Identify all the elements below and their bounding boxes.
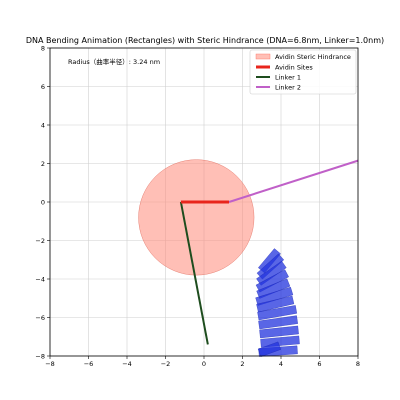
x-tick-label: −6 bbox=[84, 360, 94, 368]
x-tick-label: −8 bbox=[45, 360, 55, 368]
legend-label-steric: Avidin Steric Hindrance bbox=[275, 53, 351, 61]
x-tick-label: −4 bbox=[122, 360, 132, 368]
dna-rectangle bbox=[260, 335, 300, 348]
chart-title: DNA Bending Animation (Rectangles) with … bbox=[26, 36, 384, 45]
dna-rectangle bbox=[256, 295, 295, 313]
dna-rectangle bbox=[257, 341, 281, 357]
legend-label-avidin: Avidin Sites bbox=[275, 64, 313, 72]
y-tick-label: 0 bbox=[41, 198, 45, 206]
y-tick-label: 6 bbox=[41, 83, 45, 91]
dna-rectangle bbox=[257, 305, 297, 321]
x-tick-label: 6 bbox=[317, 360, 321, 368]
linker2-line bbox=[228, 159, 359, 203]
y-tick-label: 4 bbox=[41, 121, 45, 129]
plot-area: −8 −6 −4 −2 0 2 4 6 8 −8 −6 −4 −2 0 2 4 6 8 bbox=[35, 44, 360, 368]
x-tick-label: 2 bbox=[240, 360, 244, 368]
radius-annotation: Radius（曲率半径）: 3.24 nm bbox=[68, 57, 160, 66]
legend-swatch-steric bbox=[255, 53, 271, 60]
y-tick-label: −6 bbox=[35, 314, 45, 322]
y-tick-label: −8 bbox=[35, 352, 45, 360]
x-tick-label: 4 bbox=[279, 360, 283, 368]
y-tick-label: 2 bbox=[41, 160, 45, 168]
x-tick-label: 8 bbox=[356, 360, 360, 368]
y-tick-label: −2 bbox=[35, 237, 45, 245]
dna-rectangle bbox=[258, 315, 298, 330]
dna-rectangle bbox=[259, 325, 299, 339]
legend: Avidin Steric Hindrance Avidin Sites Lin… bbox=[249, 49, 357, 95]
x-tick-label: 0 bbox=[202, 360, 206, 368]
legend-label-linker2: Linker 2 bbox=[275, 84, 301, 92]
legend-label-linker1: Linker 1 bbox=[275, 74, 301, 82]
steric-circle bbox=[138, 159, 255, 276]
y-tick-label: −4 bbox=[35, 275, 45, 283]
x-tick-label: −2 bbox=[161, 360, 171, 368]
y-tick-label: 8 bbox=[41, 44, 45, 52]
linker1-line bbox=[179, 201, 209, 345]
legend-box bbox=[249, 49, 357, 95]
